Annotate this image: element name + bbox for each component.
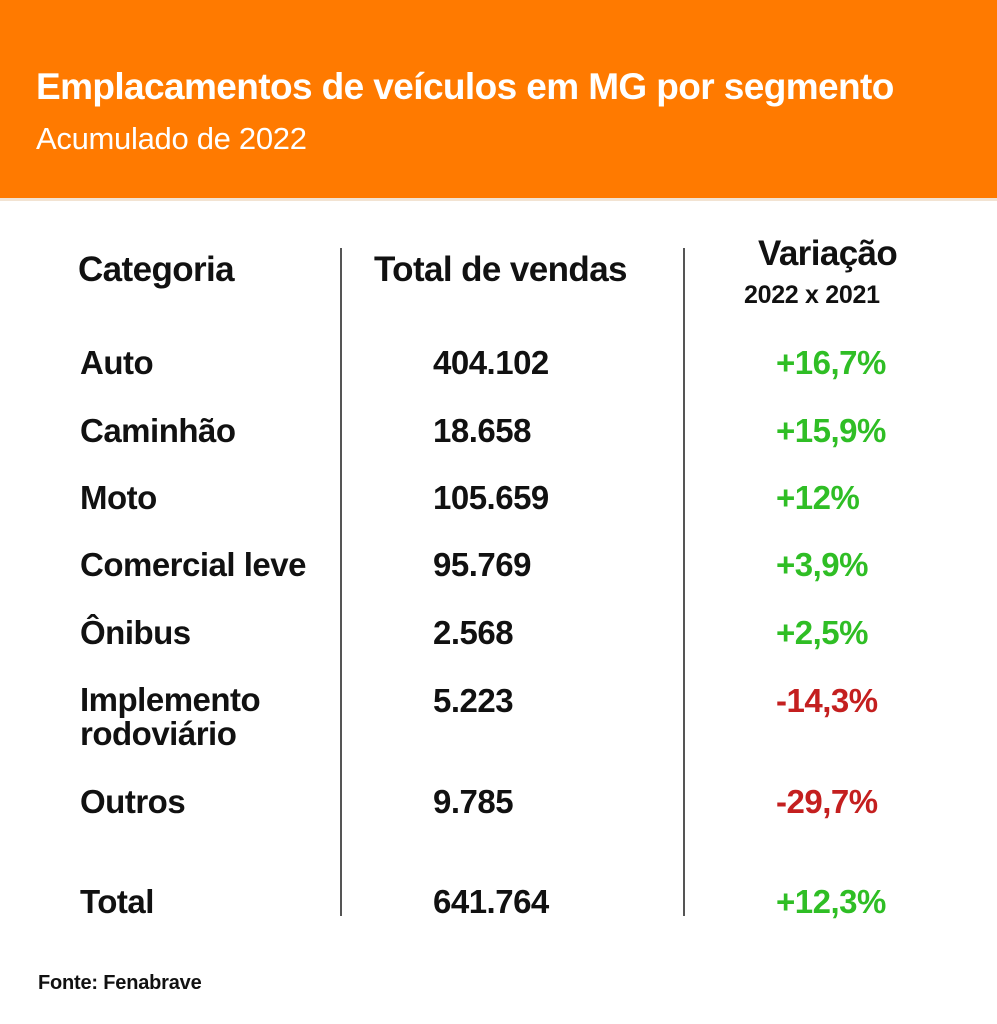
- row-total: 18.658: [433, 412, 531, 449]
- column-header-variation-period: 2022 x 2021: [744, 281, 880, 309]
- row-variation: +2,5%: [776, 614, 869, 651]
- row-variation: +15,9%: [776, 412, 886, 449]
- row-total: 404.102: [433, 344, 549, 381]
- row-total: 9.785: [433, 783, 514, 820]
- row-variation: -14,3%: [776, 682, 878, 719]
- row-variation: +12,3%: [776, 883, 886, 920]
- header-divider: [0, 198, 997, 201]
- row-variation: -29,7%: [776, 783, 878, 820]
- row-category: Caminhão: [80, 412, 236, 449]
- table-row: Caminhão 18.658 +15,9%: [0, 413, 997, 473]
- row-category: Comercial leve: [80, 546, 306, 583]
- table-row: Implemento rodoviário 5.223 -14,3%: [0, 682, 997, 751]
- column-header-total: Total de vendas: [374, 250, 628, 289]
- row-total: 5.223: [433, 682, 514, 719]
- row-category: Implemento rodoviário: [80, 681, 261, 752]
- chart-title: Emplacamentos de veículos em MG por segm…: [36, 66, 894, 107]
- row-category: Ônibus: [80, 614, 191, 651]
- row-category: Outros: [80, 783, 186, 820]
- column-divider-2: [683, 248, 685, 916]
- table-row: Comercial leve 95.769 +3,9%: [0, 547, 997, 607]
- row-variation: +12%: [776, 479, 860, 516]
- column-divider-1: [340, 248, 342, 916]
- row-category: Moto: [80, 479, 157, 516]
- table-row: Outros 9.785 -29,7%: [0, 784, 997, 844]
- row-category: Auto: [80, 344, 154, 381]
- row-total: 105.659: [433, 479, 549, 516]
- column-header-category: Categoria: [78, 250, 235, 289]
- table-row: Total 641.764 +12,3%: [0, 884, 997, 944]
- row-category: Total: [80, 883, 154, 920]
- row-variation: +3,9%: [776, 546, 869, 583]
- chart-subtitle: Acumulado de 2022: [36, 121, 307, 156]
- row-variation: +16,7%: [776, 344, 886, 381]
- table-row: Moto 105.659 +12%: [0, 480, 997, 540]
- row-total: 95.769: [433, 546, 531, 583]
- column-header-variation: Variação: [758, 234, 898, 273]
- table-row: Auto 404.102 +16,7%: [0, 345, 997, 405]
- row-total: 2.568: [433, 614, 514, 651]
- source-note: Fonte: Fenabrave: [38, 972, 202, 994]
- row-total: 641.764: [433, 883, 549, 920]
- header-banner: [0, 0, 997, 198]
- table-row: Ônibus 2.568 +2,5%: [0, 615, 997, 675]
